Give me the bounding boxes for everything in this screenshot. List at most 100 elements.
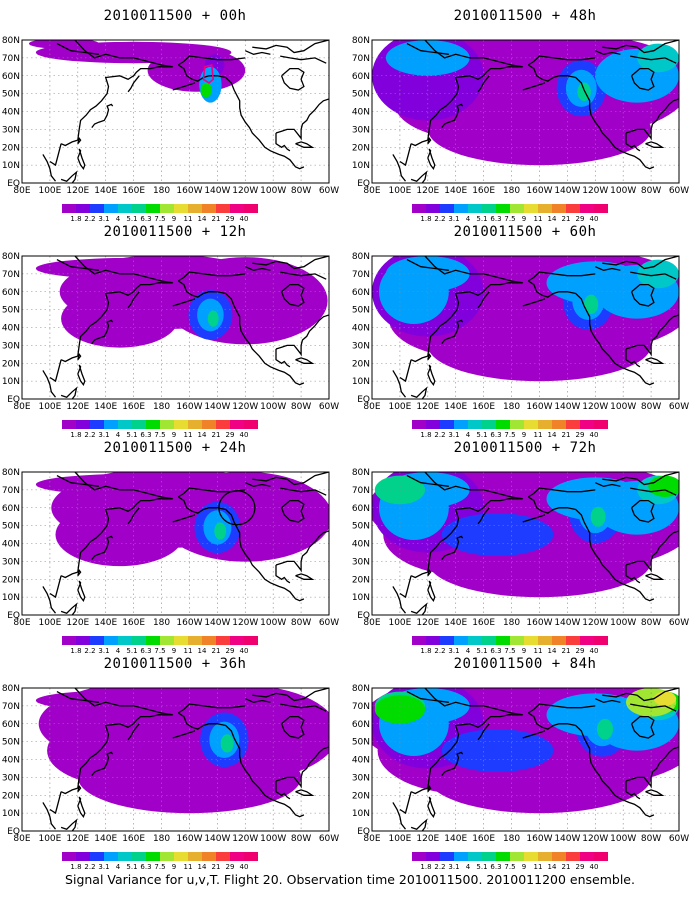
- colorbar-swatch: [174, 852, 188, 861]
- map-frame: [371, 39, 680, 184]
- colorbar-tick-label: 5.1: [476, 431, 488, 439]
- map-24h: 80N 70N 60N 50N 40N 30N 20N 10N EQ 80E 100E 120E 140…: [2, 468, 345, 630]
- coastlines: [392, 472, 679, 615]
- colorbar-swatch: [524, 204, 538, 213]
- colorbar-tick-label: 9: [521, 215, 527, 223]
- colorbar-swatch: [552, 420, 566, 429]
- colorbar-swatch: [216, 204, 230, 213]
- longitude-label: 160E: [122, 186, 145, 196]
- latitude-label: 20N: [2, 575, 20, 585]
- longitude-label: 80W: [291, 402, 311, 412]
- colorbar-tick-label: 1.8: [420, 431, 432, 439]
- colorbar-swatch: [160, 852, 174, 861]
- longitude-label: 80E: [13, 402, 30, 412]
- colorbar-tick-label: 9: [521, 431, 527, 439]
- signal-variance-field: [372, 40, 679, 183]
- colorbar-swatch: [118, 852, 132, 861]
- colorbar-swatch: [160, 420, 174, 429]
- colorbar-tick-label: 11: [183, 647, 193, 655]
- colorbar-tick-label: 21: [211, 647, 221, 655]
- colorbar-swatch: [202, 852, 216, 861]
- variance-contour: [584, 294, 599, 314]
- colorbar-swatch: [440, 420, 454, 429]
- variance-contour: [546, 477, 645, 521]
- coastlines: [392, 40, 679, 183]
- colorbar-tick-label: 29: [575, 215, 585, 223]
- colorbar-tick-label: 2.2: [84, 215, 96, 223]
- colorbar-labels: 1.8 2.2 3.1 4 5.1 6.3 7.5 9 11 14 21 29 40: [62, 863, 322, 872]
- variance-contour: [590, 506, 606, 527]
- latitude-label: 10N: [2, 377, 20, 387]
- variance-contour: [147, 49, 246, 92]
- colorbar-tick-label: 1.8: [420, 215, 432, 223]
- colorbar-swatch: [90, 852, 104, 861]
- colorbar-tick-label: 4: [115, 431, 121, 439]
- map-gridlines: [372, 256, 679, 399]
- colorbar-swatch: [426, 852, 440, 861]
- latitude-label: EQ: [357, 611, 370, 621]
- colorbar-swatch: [482, 420, 496, 429]
- longitude-label: 140W: [204, 402, 230, 412]
- longitude-label: 60W: [669, 834, 689, 844]
- colorbar-tick-label: 2.2: [434, 215, 446, 223]
- colorbar-tick-label: 7.5: [154, 863, 166, 871]
- colorbar-swatch: [118, 636, 132, 645]
- longitude-label: 100W: [260, 402, 286, 412]
- colorbar-swatch: [146, 420, 160, 429]
- colorbar-swatch: [580, 852, 594, 861]
- latitude-label: 70N: [2, 702, 20, 712]
- colorbar-tick-label: 29: [225, 863, 235, 871]
- map-gridlines: [372, 40, 679, 183]
- longitude-label: 80W: [291, 618, 311, 628]
- coastlines: [392, 256, 679, 399]
- latitude-label: 70N: [352, 54, 370, 64]
- longitude-label: 100E: [388, 402, 411, 412]
- colorbar-swatch: [524, 852, 538, 861]
- longitude-label: 180: [153, 402, 170, 412]
- longitude-label: 100W: [610, 186, 636, 196]
- latitude-label: 80N: [352, 468, 370, 478]
- colorbar-swatch: [454, 420, 468, 429]
- colorbar-tick-label: 14: [197, 431, 207, 439]
- colorbar: [412, 636, 608, 645]
- target-region-circle: [218, 490, 256, 526]
- latitude-label: 70N: [2, 54, 20, 64]
- longitude-label: 140W: [204, 186, 230, 196]
- colorbar-tick-label: 4: [465, 431, 471, 439]
- latitude-label: 60N: [2, 504, 20, 514]
- longitude-label: 120E: [66, 186, 89, 196]
- longitude-label: 100E: [38, 618, 61, 628]
- latitude-label: 80N: [2, 252, 20, 262]
- longitude-label: 180: [153, 834, 170, 844]
- latitude-label: 60N: [2, 72, 20, 82]
- longitude-label: 120W: [232, 834, 258, 844]
- colorbar: [412, 852, 608, 861]
- colorbar: [62, 852, 258, 861]
- colorbar-tick-label: 6.3: [490, 215, 502, 223]
- latitude-label: 60N: [352, 720, 370, 730]
- latitude-label: 20N: [352, 575, 370, 585]
- colorbar-swatch: [482, 204, 496, 213]
- latitude-label: 70N: [352, 702, 370, 712]
- colorbar: [62, 636, 258, 645]
- latitude-label: 30N: [2, 341, 20, 351]
- colorbar-tick-label: 2.2: [84, 863, 96, 871]
- longitude-label: 180: [503, 186, 520, 196]
- colorbar-swatch: [496, 636, 510, 645]
- colorbar-tick-label: 11: [183, 431, 193, 439]
- longitude-label: 180: [153, 186, 170, 196]
- colorbar-labels: 1.8 2.2 3.1 4 5.1 6.3 7.5 9 11 14 21 29 40: [62, 647, 322, 656]
- colorbar-swatch: [566, 420, 580, 429]
- longitude-label: 100E: [38, 834, 61, 844]
- longitude-label: 160E: [472, 834, 495, 844]
- colorbar-tick-label: 11: [533, 863, 543, 871]
- map-84h: 80N 70N 60N 50N 40N 30N 20N 10N EQ 80E 100E 120E 140…: [352, 684, 695, 846]
- latitude-label: 40N: [2, 540, 20, 550]
- longitude-label: 140E: [444, 618, 467, 628]
- map-36h: 80N 70N 60N 50N 40N 30N 20N 10N EQ 80E 100E 120E 140…: [2, 684, 345, 846]
- map-gridlines: [22, 40, 329, 183]
- colorbar-tick-label: 14: [197, 215, 207, 223]
- panel-title: 2010011500 + 12h: [103, 224, 247, 240]
- colorbar-swatch: [244, 204, 258, 213]
- colorbar-swatch: [160, 204, 174, 213]
